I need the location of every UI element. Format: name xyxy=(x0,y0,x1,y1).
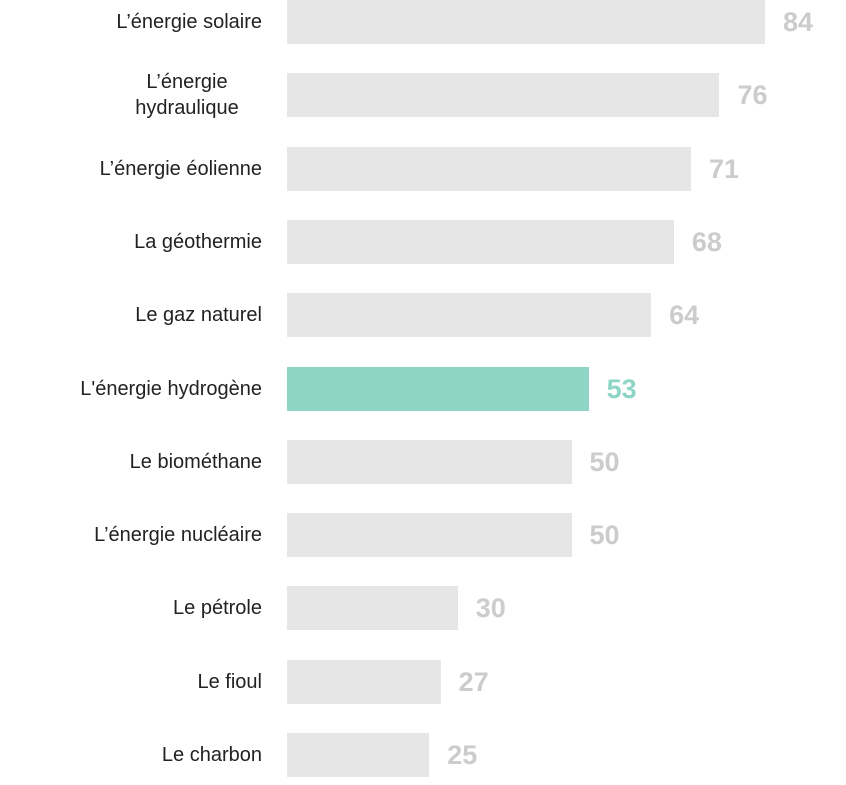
category-text: Le fioul xyxy=(197,670,263,693)
category-label: L'énergie hydrogène xyxy=(0,359,262,419)
bar xyxy=(287,146,691,191)
bar xyxy=(287,733,430,777)
value-label: 25 xyxy=(447,740,478,770)
category-text: L'énergie hydrogène xyxy=(80,377,262,400)
category-label: L’énergie nucléaire xyxy=(0,505,262,565)
value-label: 50 xyxy=(589,446,620,477)
category-label: La géothermie xyxy=(0,212,262,272)
category-label: Le gaz naturel xyxy=(0,285,262,345)
value-label: 53 xyxy=(606,373,637,404)
category-label: Le fioul xyxy=(0,652,263,712)
category-text: L’énergie éolienne xyxy=(99,157,262,180)
category-text: L’énergie solaire xyxy=(116,11,262,33)
bar xyxy=(287,219,674,264)
category-text: Le charbon xyxy=(161,744,262,766)
value-label: 30 xyxy=(475,593,506,624)
bar xyxy=(287,586,458,631)
category-label: Le biométhane xyxy=(0,432,262,492)
bar xyxy=(287,293,652,338)
category-text: Le pétrole xyxy=(173,597,262,620)
value-label: 84 xyxy=(782,7,813,37)
category-text: Le biométhane xyxy=(129,450,262,473)
category-label: Le pétrole xyxy=(0,578,262,638)
value-label: 50 xyxy=(589,520,620,551)
category-text: La géothermie xyxy=(134,230,262,253)
value-label: 71 xyxy=(708,153,740,184)
bar xyxy=(287,439,572,484)
bar xyxy=(287,366,589,411)
category-label: L’énergie solaire xyxy=(0,0,262,52)
value-label: 76 xyxy=(737,80,768,111)
category-label: Le charbon xyxy=(0,725,262,785)
value-label: 27 xyxy=(458,666,489,697)
value-label: 64 xyxy=(669,300,700,331)
bar xyxy=(287,513,572,558)
category-text: Le gaz naturel xyxy=(135,304,262,327)
bar xyxy=(287,659,441,704)
value-label: 68 xyxy=(691,226,722,257)
bar xyxy=(287,73,720,118)
category-label: L’énergie éolienne xyxy=(0,139,262,199)
category-label: L’énergie hydraulique xyxy=(0,65,262,125)
bar xyxy=(287,0,765,44)
category-text: L’énergie nucléaire xyxy=(94,524,262,547)
category-text: L’énergie hydraulique xyxy=(135,71,239,120)
